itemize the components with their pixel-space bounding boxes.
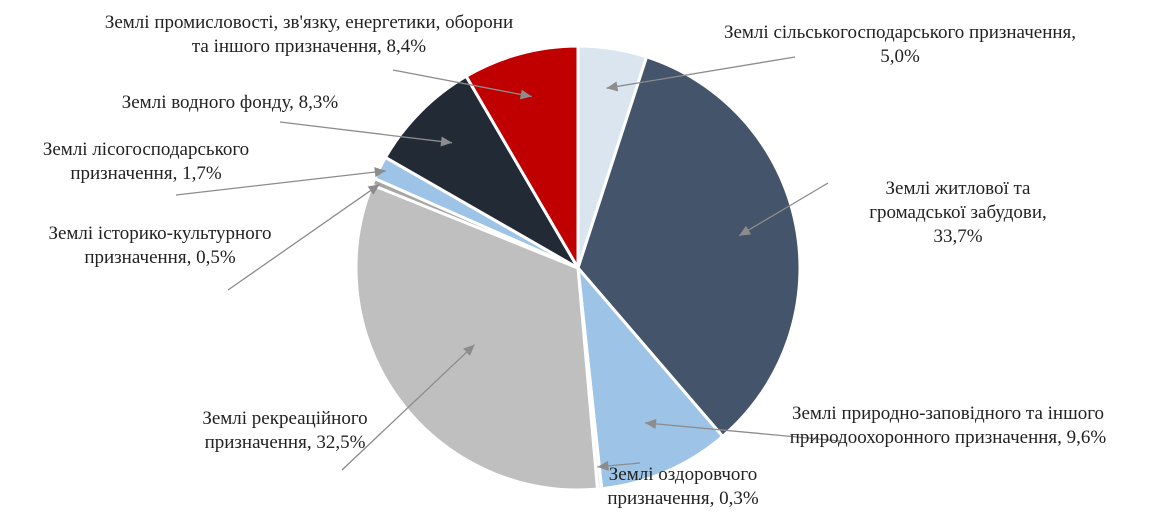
leader-line (341, 344, 475, 471)
pie-slice (576, 55, 802, 438)
leader-line (227, 183, 380, 291)
leader-arrow-icon (463, 344, 475, 356)
leader-line (175, 170, 386, 196)
leader-line (738, 182, 829, 237)
slice-label: Землі оздоровчого призначення, 0,3% (607, 464, 758, 509)
slice-label: Землі природно-заповідного та іншого прир… (790, 403, 1107, 448)
slice-label-line: Землі житлової та (886, 178, 1031, 199)
pie-slice (576, 266, 725, 491)
leader-line (606, 56, 796, 89)
leader-arrow-icon (374, 167, 386, 178)
slice-label: Землі сільськогосподарського призначення… (724, 22, 1076, 67)
leader-arrow-icon (645, 418, 657, 429)
pie-slice (384, 74, 580, 270)
slice-label: Землі промисловості, зв'язку, енергетики… (105, 12, 513, 57)
slice-label-line: Землі рекреаційного (202, 408, 367, 429)
pie-slice (464, 44, 580, 270)
leader-arrow-icon (440, 136, 453, 147)
slice-label-line: призначення, 0,3% (607, 488, 758, 509)
slice-label-line: Землі сільськогосподарського призначення… (724, 22, 1076, 43)
pie-slices (354, 44, 802, 492)
leader-arrow-icon (519, 89, 532, 100)
slice-label-line: Землі лісогосподарського (43, 139, 249, 160)
leader-line (279, 121, 453, 144)
pie-slice (354, 183, 599, 492)
slice-label-line: призначення, 32,5% (205, 432, 366, 453)
leader-line (392, 69, 532, 98)
slice-label-line: Землі природно-заповідного та іншого (792, 403, 1104, 424)
slice-label-line: та іншого призначення, 8,4% (192, 36, 426, 57)
leader-line (644, 422, 841, 442)
slice-label-line: 5,0% (880, 46, 920, 67)
slice-label: Землі житлової та громадської забудови, 33… (869, 178, 1047, 247)
slice-label: Землі рекреаційного призначення, 32,5% (202, 408, 367, 453)
slice-label-line: 33,7% (933, 226, 982, 247)
slice-label: Землі історико-культурного призначення, 0… (48, 223, 271, 268)
leader-arrow-icon (597, 460, 609, 471)
slice-label-line: Землі оздоровчого (609, 464, 757, 485)
slice-label-line: призначення, 0,5% (84, 247, 235, 268)
slice-label-line: природоохоронного призначення, 9,6% (790, 427, 1107, 448)
slice-labels: Землі сільськогосподарського призначення… (43, 12, 1107, 509)
slice-label: Землі лісогосподарського призначення, 1,7… (43, 139, 249, 184)
leader-arrow-icon (739, 225, 752, 236)
slice-label-line: призначення, 1,7% (70, 163, 221, 184)
slice-label-line: Землі історико-культурного (48, 223, 271, 244)
slice-label-line: Землі промисловості, зв'язку, енергетики… (105, 12, 513, 33)
leader-arrow-icon (606, 81, 619, 92)
slice-label-line: Землі водного фонду, 8,3% (122, 92, 339, 113)
leader-arrow-icon (367, 184, 380, 195)
slice-label-line: громадської забудови, (869, 202, 1047, 223)
slice-label: Землі водного фонду, 8,3% (122, 92, 339, 113)
leader-lines (175, 56, 841, 471)
